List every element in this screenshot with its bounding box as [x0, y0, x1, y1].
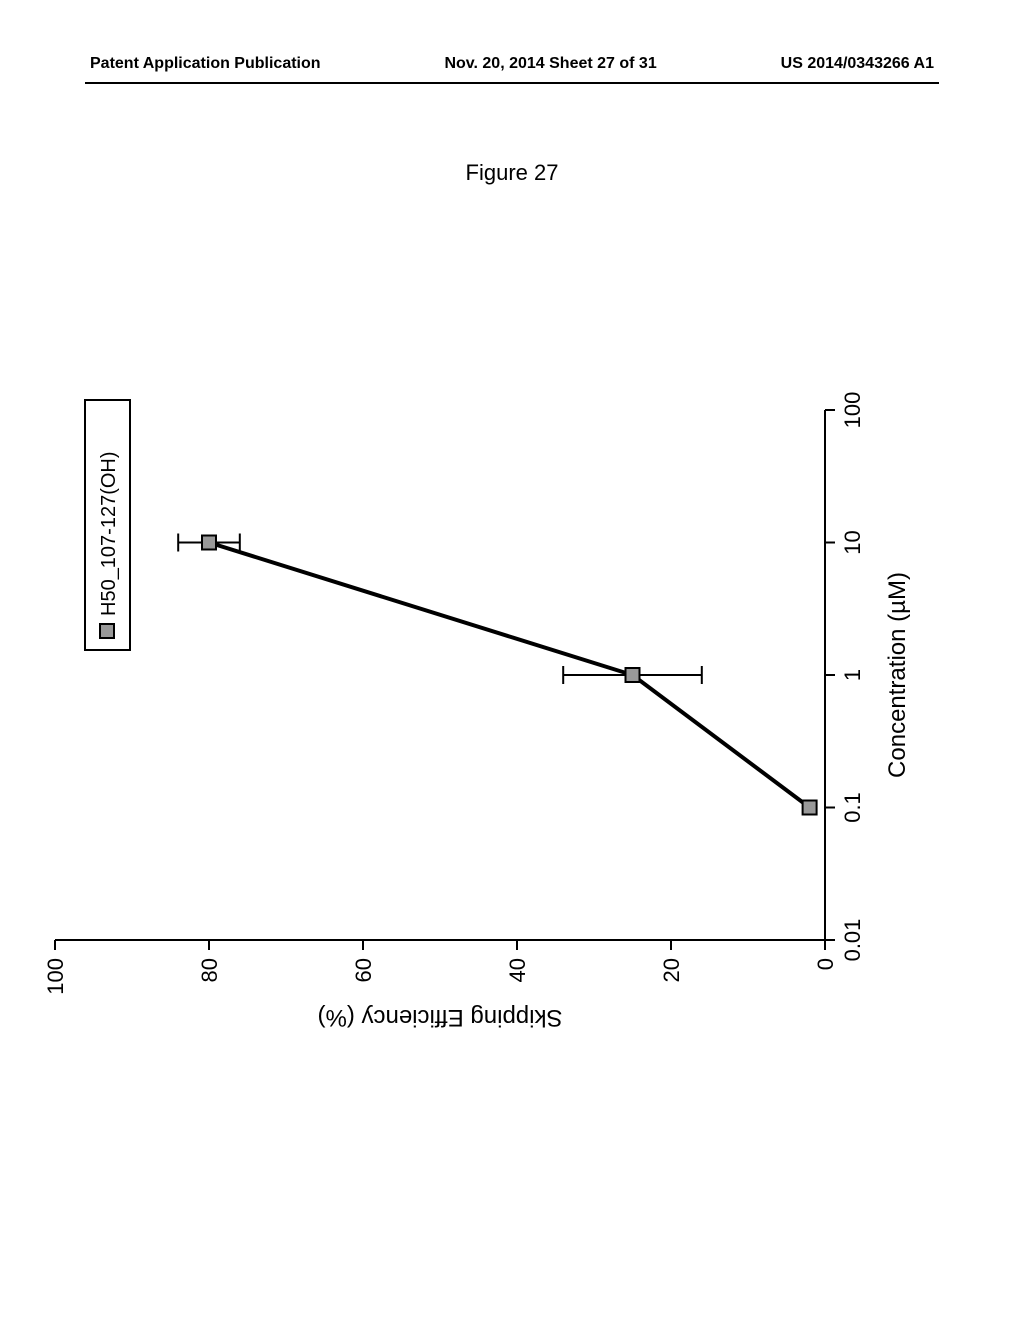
data-marker — [626, 668, 640, 682]
y-axis-label: Skipping Efficiency (%) — [318, 1004, 563, 1031]
header-right: US 2014/0343266 A1 — [781, 55, 934, 73]
chart-svg: 0 20 40 60 80 100 0.01 0.1 1 10 100 Concentration (… — [35, 380, 935, 1040]
y-tick-label: 40 — [505, 958, 530, 982]
x-tick-label: 100 — [840, 392, 865, 429]
y-tick-label: 20 — [659, 958, 684, 982]
data-marker — [202, 536, 216, 550]
header-center: Nov. 20, 2014 Sheet 27 of 31 — [444, 55, 656, 73]
header-left: Patent Application Publication — [90, 55, 321, 73]
y-tick-label: 60 — [351, 958, 376, 982]
figure-title: Figure 27 — [0, 160, 1024, 186]
legend-label: H50_107-127(OH) — [98, 451, 120, 616]
y-tick-label: 0 — [813, 958, 838, 970]
x-tick-label: 0.1 — [840, 792, 865, 823]
data-line — [209, 543, 810, 808]
legend-marker — [100, 624, 114, 638]
data-marker — [803, 801, 817, 815]
chart-plot: 0 20 40 60 80 100 0.01 0.1 1 10 100 Concentration (… — [43, 392, 911, 1031]
x-tick-label: 10 — [840, 530, 865, 554]
page-header: Patent Application Publication Nov. 20, … — [0, 55, 1024, 73]
x-axis-label: Concentration (µM) — [884, 572, 911, 778]
chart-container: 0 20 40 60 80 100 0.01 0.1 1 10 100 Concentration (… — [35, 380, 935, 1040]
y-tick-label: 100 — [43, 958, 68, 995]
y-tick-label: 80 — [197, 958, 222, 982]
x-tick-label: 0.01 — [840, 919, 865, 962]
header-divider — [85, 82, 939, 84]
x-tick-label: 1 — [840, 669, 865, 681]
